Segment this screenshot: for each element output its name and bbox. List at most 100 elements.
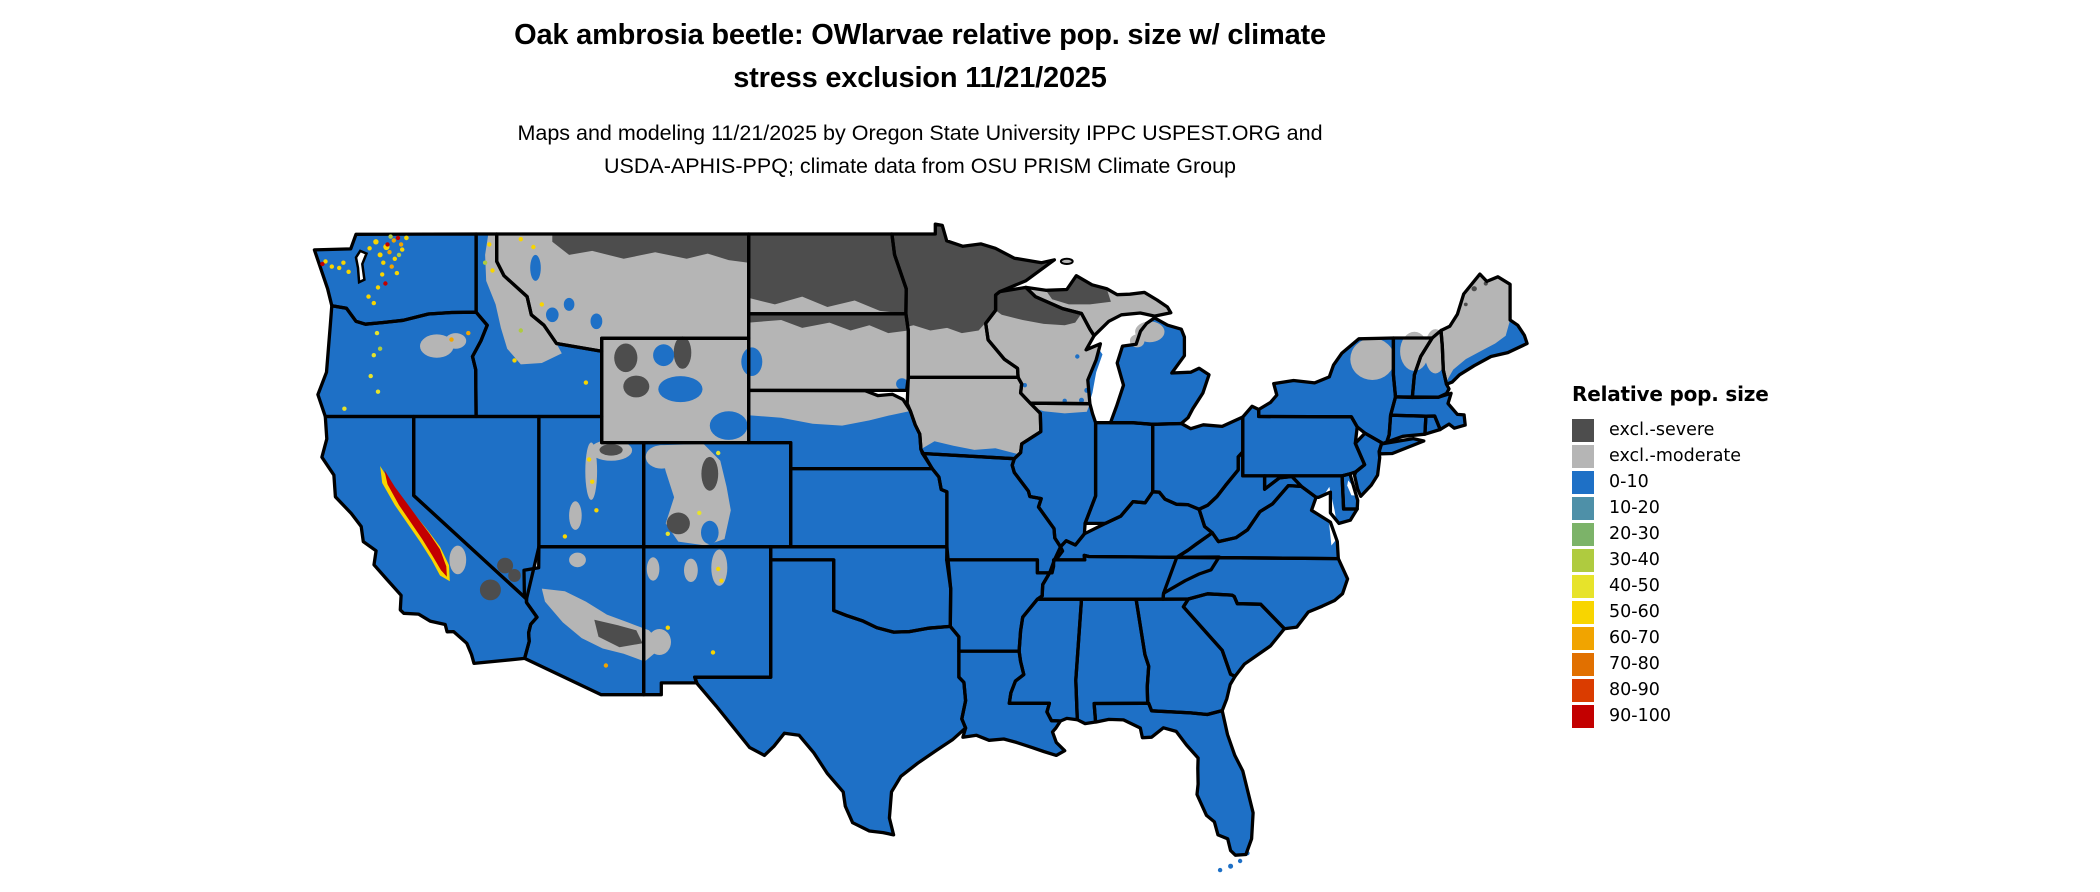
overlay-nd-south-band	[748, 296, 906, 314]
hotspot-az-speck-0	[603, 663, 609, 668]
legend-item-50-60: 50-60	[1572, 599, 1872, 625]
overlay-ne-north-band	[748, 390, 911, 426]
hotspot-ut-wasatch-specks-0	[586, 457, 592, 462]
hotspot-wa-cascades-red-1	[395, 235, 401, 241]
title-line-2: stress exclusion 11/21/2025	[733, 62, 1107, 94]
overlay-wy-absaroka	[614, 343, 638, 373]
legend-swatch-20-30	[1572, 522, 1594, 546]
overlay-wi-lakeshore	[1087, 350, 1103, 403]
state-fill-tx	[694, 559, 966, 835]
legend-label-30-40: 30-40	[1609, 550, 1660, 570]
hotspot-or-wallowa-speck-1	[449, 337, 454, 342]
legend: Relative pop. size excl.-severe excl.-mod…	[1572, 382, 1872, 729]
legend-items: excl.-severe excl.-moderate 0-10 10-20 20-30…	[1572, 417, 1872, 729]
overlay-mt-west-valleys-1	[546, 307, 559, 323]
hotspot-or-cascades-specks-4	[342, 406, 347, 411]
overlay-sd-se-corner	[896, 378, 908, 390]
hotspot-cascades-green-specks-4	[377, 346, 383, 351]
overlay-wy-bighorn-mtns	[673, 336, 692, 369]
state-fill-nc	[1163, 557, 1348, 629]
overlay-or-blue-mtns-0	[420, 334, 454, 358]
overlay-up-west-patch	[1045, 275, 1111, 305]
figure-subtitle: Maps and modeling 11/21/2025 by Oregon S…	[220, 117, 1620, 183]
legend-swatch-80-90	[1572, 678, 1594, 702]
legend-item-80-90: 80-90	[1572, 677, 1872, 703]
overlay-ca-mojave-ranges-0	[479, 579, 501, 601]
hotspot-or-cascades-specks-1	[371, 353, 376, 358]
state-border-il	[1010, 401, 1098, 549]
overlay-ut-wasatch-0	[585, 442, 598, 500]
overlay-nm-jemez	[684, 558, 698, 582]
hotspot-wa-olympics-specks-2	[337, 265, 342, 271]
hotspot-co-specks-1	[697, 510, 702, 516]
legend-item-40-50: 40-50	[1572, 573, 1872, 599]
state-border-az	[522, 545, 646, 697]
legend-item-excl-moderate: excl.-moderate	[1572, 443, 1872, 469]
overlay-fl-keys-1	[1228, 863, 1234, 869]
hotspot-wa-cascades-yellow-11	[366, 294, 371, 299]
hotspot-wa-cascades-yellow-6	[404, 235, 409, 241]
legend-swatch-30-40	[1572, 548, 1594, 572]
hotspot-cascades-green-specks-1	[396, 252, 402, 258]
hotspot-or-wallowa-speck-0	[466, 330, 471, 336]
state-fill-in	[1085, 422, 1153, 524]
overlay-sd-ne-fringe	[748, 313, 909, 334]
hotspot-wa-cascades-yellow-5	[367, 246, 372, 251]
legend-swatch-10-20	[1572, 496, 1594, 520]
overlay-mt-west-valleys-0	[530, 254, 541, 281]
hotspot-wa-olympics-specks-1	[346, 269, 351, 274]
state-fill-wa	[314, 234, 477, 325]
state-fill-wv	[1199, 451, 1302, 542]
hotspot-wa-cascades-orange-1	[387, 250, 392, 255]
water-puget-sound	[354, 249, 369, 285]
hotspot-id-specks-3	[583, 380, 589, 385]
hotspot-wa-cascades-yellow-2	[377, 252, 383, 258]
hotspot-cascades-green-specks-3	[518, 328, 523, 333]
overlay-wy-bighorn-basin	[653, 344, 675, 367]
legend-label-0-10: 0-10	[1609, 472, 1649, 492]
hotspot-or-cascades-specks-3	[375, 389, 381, 394]
overlay-me-north-specks-0	[1471, 286, 1477, 292]
overlay-co-san-juan	[666, 512, 690, 535]
state-fill-ct	[1386, 415, 1426, 442]
legend-item-60-70: 60-70	[1572, 625, 1872, 651]
legend-item-20-30: 20-30	[1572, 521, 1872, 547]
subtitle-line-2: USDA-APHIS-PPQ; climate data from OSU PR…	[603, 154, 1237, 178]
overlay-vt-north	[1400, 331, 1429, 371]
state-border-oh	[1151, 415, 1245, 511]
overlay-ut-uinta-core	[599, 444, 623, 456]
hotspot-mt-specks-1	[518, 237, 523, 242]
legend-swatch-40-50	[1572, 574, 1594, 598]
legend-label-20-30: 20-30	[1609, 524, 1660, 544]
state-fill-oh	[1152, 417, 1243, 510]
legend-label-10-20: 10-20	[1609, 498, 1660, 518]
legend-label-excl-moderate: excl.-moderate	[1609, 446, 1742, 466]
legend-label-60-70: 60-70	[1609, 628, 1660, 648]
hotspot-wa-cascades-yellow-10	[371, 300, 376, 306]
state-fill-sc	[1183, 593, 1285, 677]
state-fill-ks	[790, 468, 947, 547]
hotspot-nm-specks-1	[719, 578, 724, 583]
hotspot-wa-cascades-yellow-8	[380, 272, 385, 277]
state-fill-ga	[1136, 599, 1235, 715]
overlay-co-nw-plateau	[645, 445, 678, 469]
overlay-az-kaibab	[569, 552, 586, 568]
subtitle-line-1: Maps and modeling 11/21/2025 by Oregon S…	[517, 121, 1323, 145]
state-fill-ma	[1390, 393, 1466, 430]
state-fill-il	[1012, 403, 1096, 547]
overlay-nv-spring-mtns	[497, 557, 514, 574]
hotspot-cascades-green-specks-2	[482, 260, 488, 265]
legend-item-0-10: 0-10	[1572, 469, 1872, 495]
hotspot-wa-cascades-yellow-3	[392, 256, 397, 261]
hotspot-nm-specks-0	[716, 566, 721, 572]
legend-swatch-50-60	[1572, 600, 1594, 624]
state-fill-or	[317, 305, 488, 417]
legend-label-70-80: 70-80	[1609, 654, 1660, 674]
overlay-co-west-valleys	[643, 479, 669, 506]
hotspot-id-specks-0	[490, 268, 495, 273]
legend-swatch-90-100	[1572, 704, 1594, 728]
state-fill-ky	[1054, 491, 1213, 560]
overlay-wi-blue-patches-4	[1022, 383, 1027, 388]
state-border-nc	[1161, 555, 1350, 631]
